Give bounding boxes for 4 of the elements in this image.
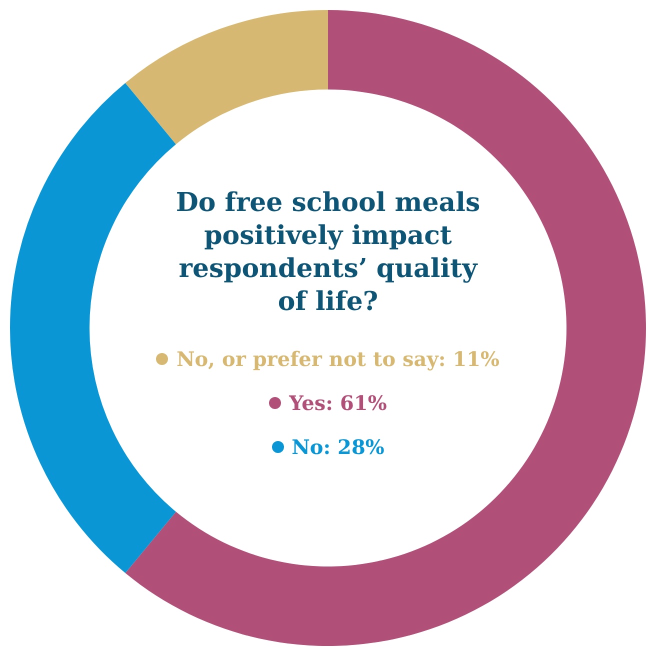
legend-label: No: 28% [292,435,384,459]
legend-label: No, or prefer not to say: 11% [176,347,500,371]
text: Do free school meals positively impact respondents’ quality of life? [176,187,480,319]
legend-label: Yes: 61% [289,391,387,415]
